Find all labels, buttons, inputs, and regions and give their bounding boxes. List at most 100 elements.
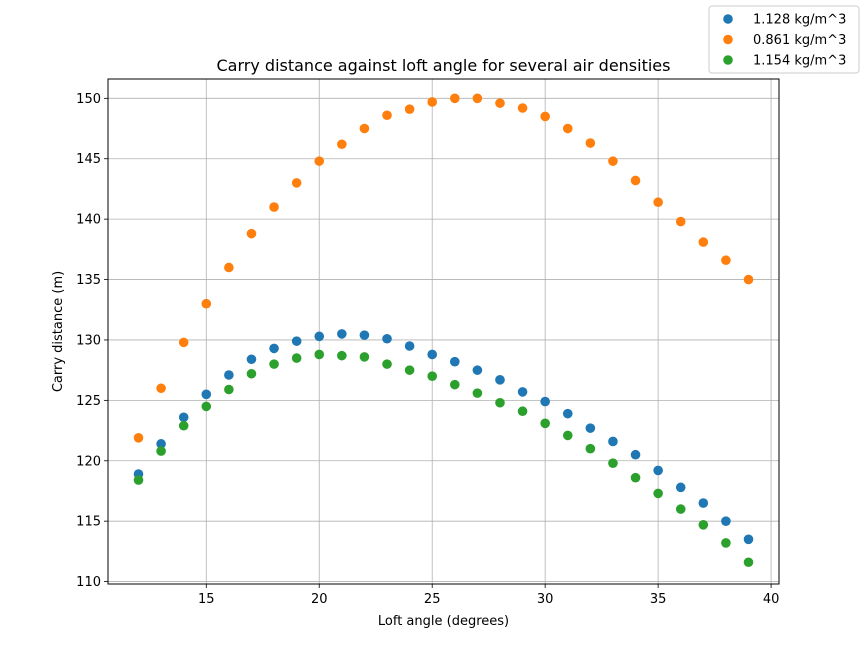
data-point: [630, 175, 641, 186]
data-point: [653, 197, 663, 208]
y-tick-label: 120: [76, 454, 101, 469]
data-point: [540, 418, 550, 429]
data-point: [404, 104, 415, 115]
y-tick-label: 145: [76, 152, 101, 167]
data-point: [404, 341, 415, 351]
data-point: [337, 139, 347, 150]
data-point: [382, 359, 392, 369]
legend: 1.128 kg/m^3 0.861 kg/m^3 1.154 kg/m^3: [708, 5, 860, 74]
data-point: [359, 123, 370, 134]
data-point: [291, 353, 302, 363]
data-point: [517, 387, 528, 397]
x-axis-label: Loft angle (degrees): [378, 614, 509, 629]
data-point: [562, 408, 573, 419]
data-point: [540, 111, 550, 122]
y-axis-label: Carry distance (m): [51, 271, 66, 392]
x-tick-label: 15: [198, 592, 215, 607]
data-point: [337, 350, 347, 361]
data-point: [495, 397, 505, 408]
data-point: [427, 349, 438, 360]
x-tick-label: 30: [537, 592, 554, 607]
data-point: [517, 103, 528, 113]
data-point: [721, 538, 731, 548]
data-point: [133, 433, 144, 443]
data-point: [743, 557, 754, 568]
data-point: [698, 237, 709, 247]
data-point: [495, 98, 505, 108]
data-point: [382, 333, 392, 344]
legend-label: 1.128 kg/m^3: [753, 13, 846, 28]
y-tick-label: 125: [76, 394, 101, 409]
legend-label: 1.154 kg/m^3: [753, 54, 846, 69]
data-point: [743, 534, 754, 545]
x-tick-label: 25: [424, 592, 441, 607]
y-tick-label: 140: [76, 213, 101, 228]
data-point: [562, 123, 573, 134]
data-point: [585, 423, 596, 433]
data-point: [517, 406, 528, 417]
gridlines: [108, 79, 779, 584]
data-point: [156, 383, 166, 394]
legend-marker: [723, 14, 733, 24]
data-point: [246, 368, 257, 379]
data-point: [608, 436, 618, 447]
data-point: [449, 379, 460, 390]
data-point: [246, 354, 257, 365]
legend-box: [708, 5, 860, 74]
data-point: [721, 255, 731, 266]
data-point: [675, 216, 686, 227]
y-tick-label: 135: [76, 273, 101, 288]
data-point: [608, 458, 618, 468]
data-point: [472, 388, 483, 398]
data-point: [562, 430, 573, 441]
data-point: [178, 412, 189, 423]
data-point: [698, 520, 709, 530]
data-point: [472, 93, 483, 104]
data-point: [427, 97, 438, 107]
data-point: [133, 475, 144, 485]
data-point: [675, 482, 686, 493]
data-point: [224, 262, 234, 273]
data-point: [201, 401, 212, 412]
data-point: [314, 156, 325, 166]
data-point: [630, 449, 641, 460]
data-point: [291, 336, 302, 346]
data-point: [156, 446, 166, 456]
data-point: [269, 359, 279, 369]
data-point: [675, 504, 686, 514]
data-point: [721, 516, 731, 526]
data-point: [246, 228, 257, 239]
data-point: [472, 365, 483, 375]
data-point: [359, 330, 370, 340]
data-point: [291, 178, 302, 188]
data-point: [608, 156, 618, 166]
y-tick-label: 150: [76, 92, 101, 107]
x-tick-label: 35: [650, 592, 667, 607]
axis-ticks: 15 20 25 30 35 40 110 115 120 125 130 135 140 145 150: [76, 92, 779, 607]
x-tick-label: 20: [311, 592, 328, 607]
data-point: [224, 370, 234, 380]
data-point: [201, 389, 212, 400]
data-point: [449, 93, 460, 104]
data-point: [585, 443, 596, 454]
data-point: [201, 298, 212, 309]
y-tick-label: 115: [76, 515, 101, 530]
data-point: [382, 110, 392, 121]
data-point: [156, 439, 166, 449]
legend-marker: [723, 55, 733, 65]
data-point: [404, 365, 415, 375]
legend-marker: [723, 34, 733, 45]
x-tick-label: 40: [763, 592, 780, 607]
plot-frame: [107, 78, 780, 585]
data-point: [314, 349, 325, 360]
data-point: [495, 375, 505, 385]
y-tick-label: 110: [76, 575, 101, 590]
legend-label: 0.861 kg/m^3: [753, 33, 846, 48]
data-point: [178, 420, 189, 431]
data-point: [337, 329, 347, 339]
data-points: [133, 93, 754, 568]
data-point: [314, 331, 325, 342]
data-point: [269, 343, 279, 354]
data-point: [427, 371, 438, 382]
